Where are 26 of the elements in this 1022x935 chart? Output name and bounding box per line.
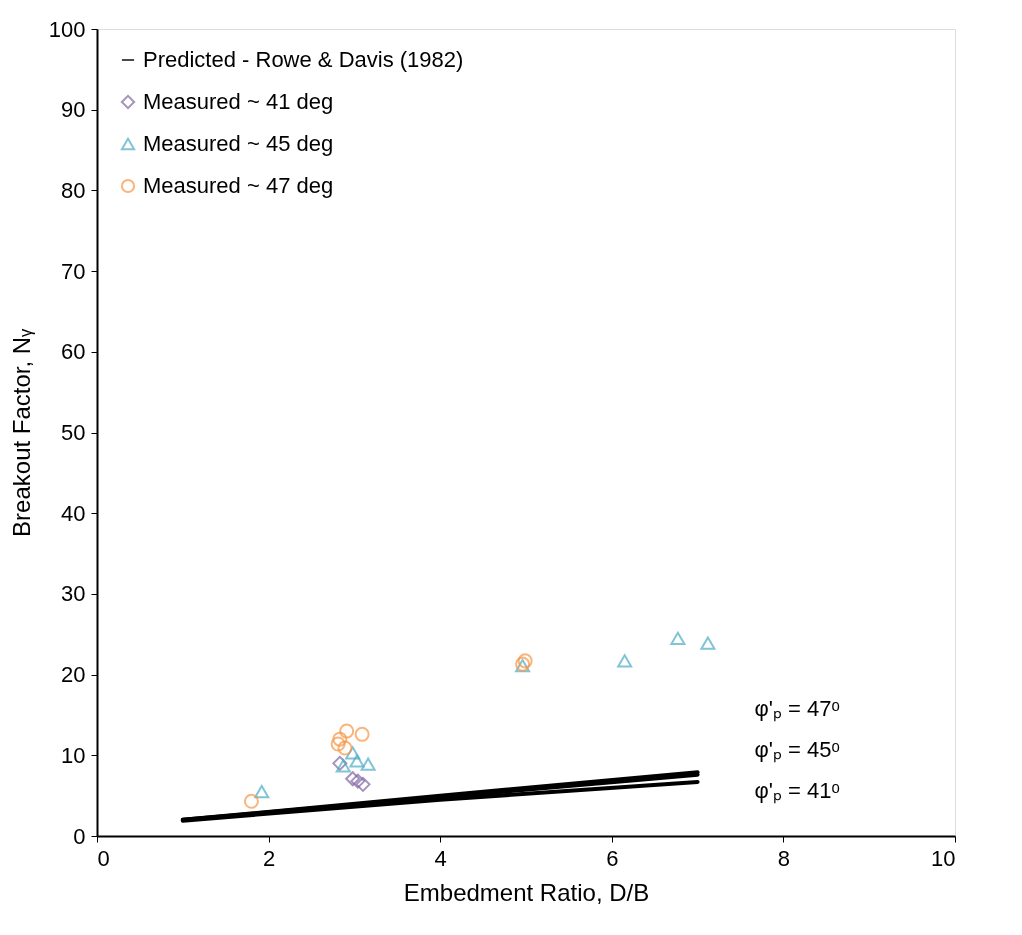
y-axis-title: Breakout Factor, Nᵧ <box>7 328 35 537</box>
x-tick-label: 6 <box>606 845 619 871</box>
legend-label: Measured ~ 47 deg <box>143 173 334 198</box>
legend-label: Measured ~ 45 deg <box>143 131 334 156</box>
y-tick-label: 50 <box>61 420 86 445</box>
x-axis-title: Embedment Ratio, D/B <box>403 878 650 906</box>
y-tick-label: 30 <box>61 581 86 607</box>
y-tick-label: 20 <box>61 662 86 688</box>
x-tick-label: 8 <box>777 845 791 871</box>
y-tick-label: 10 <box>61 742 86 768</box>
annotation: φ'ₚ = 45ᵒ <box>754 737 840 764</box>
annotation: φ'ₚ = 41ᵒ <box>754 778 840 805</box>
x-tick-label: 4 <box>434 845 447 871</box>
y-tick-label: 90 <box>61 97 86 123</box>
y-tick-label: 40 <box>61 500 86 526</box>
x-tick-label: 0 <box>97 845 110 871</box>
y-tick-label: 0 <box>73 823 86 849</box>
y-tick-label: 100 <box>48 16 86 42</box>
x-tick-label: 2 <box>262 845 276 871</box>
y-tick-label: 60 <box>61 339 86 365</box>
x-tick-label: 10 <box>931 845 956 871</box>
y-tick-label: 80 <box>61 177 86 203</box>
legend-label: Predicted - Rowe & Davis (1982) <box>143 47 464 72</box>
annotation: φ'ₚ = 47ᵒ <box>754 696 840 723</box>
legend-label: Measured ~ 41 deg <box>143 89 334 114</box>
y-tick-label: 70 <box>61 258 86 284</box>
